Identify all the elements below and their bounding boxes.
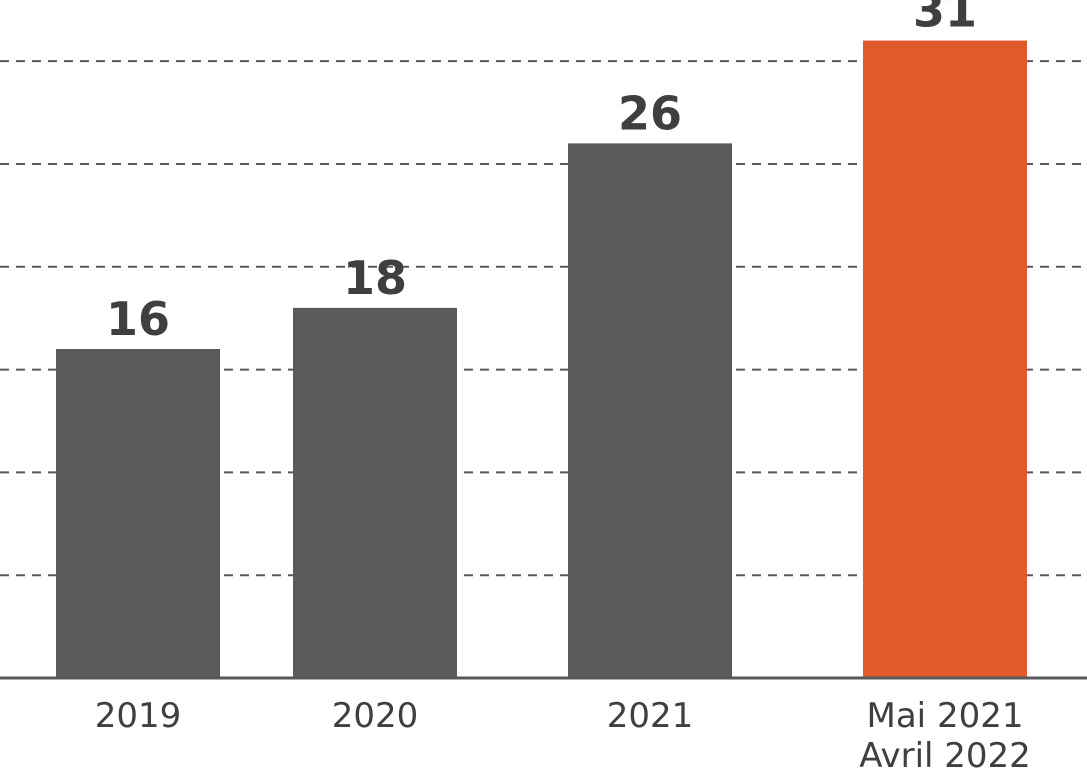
category-label-3: Mai 2021 Avril 2022 <box>859 696 1031 772</box>
bar-3 <box>863 40 1027 678</box>
bars <box>56 40 1027 678</box>
category-label-0: 2019 <box>95 696 182 736</box>
bar-0 <box>56 349 220 678</box>
value-label-0: 16 <box>106 292 170 346</box>
category-label-2: 2021 <box>607 696 694 736</box>
labels: 16 2019 18 2020 26 2021 31 Mai 2021 Avril 2022 <box>95 0 1031 772</box>
value-label-3: 31 <box>913 0 977 38</box>
bar-2 <box>568 143 732 678</box>
value-label-1: 18 <box>343 251 407 305</box>
category-label-1: 2020 <box>332 696 419 736</box>
bar-1 <box>293 307 457 678</box>
value-label-2: 26 <box>618 86 682 140</box>
